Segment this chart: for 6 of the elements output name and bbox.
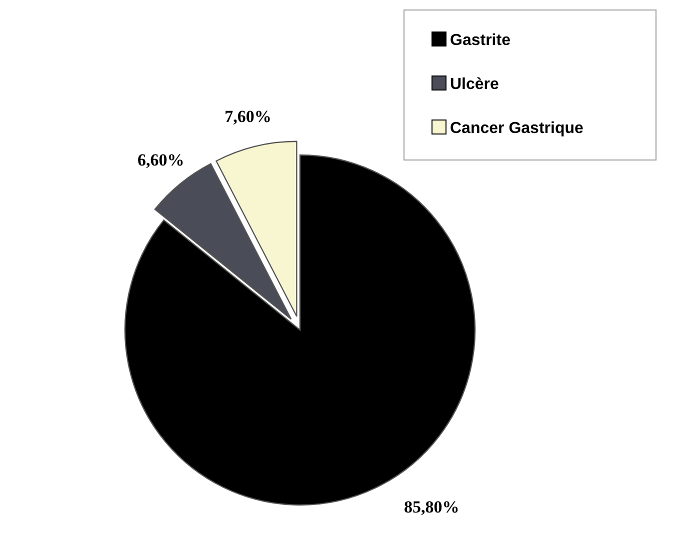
data-label: 85,80%: [404, 497, 460, 516]
legend-label: Ulcère: [450, 76, 500, 93]
legend-label: Gastrite: [450, 32, 511, 49]
legend-label: Cancer Gastrique: [450, 120, 584, 137]
data-label: 7,60%: [224, 107, 272, 126]
data-label: 6,60%: [137, 150, 184, 170]
